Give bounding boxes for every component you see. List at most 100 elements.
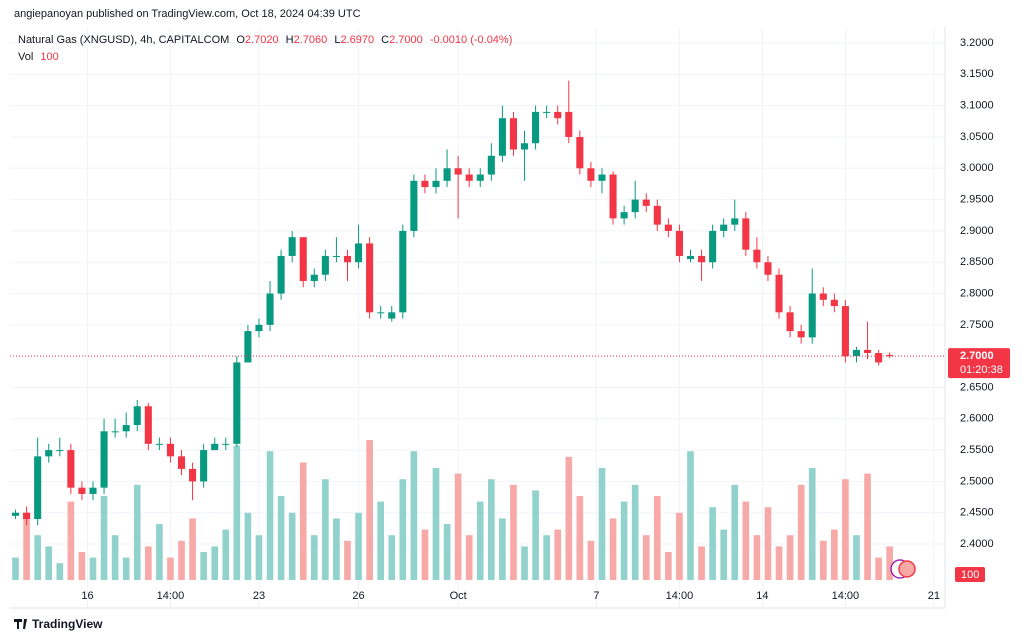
y-tick-label: 2.4500	[960, 507, 994, 519]
volume-bar	[144, 546, 152, 580]
candle-body	[421, 180, 429, 188]
volume-bar	[189, 518, 196, 580]
candle-body	[709, 230, 717, 263]
volume-bar	[178, 540, 185, 580]
volume-bar	[454, 473, 462, 580]
candle-body	[388, 312, 396, 319]
ohlc-value: 2.7060	[294, 34, 328, 46]
x-tick-label: 14:00	[832, 590, 860, 602]
ohlc-key: C	[381, 34, 389, 46]
y-tick-label: 3.0000	[960, 162, 994, 174]
candle-body	[686, 255, 695, 260]
ohlc-value: 2.7020	[245, 34, 279, 46]
candle-body	[532, 111, 540, 144]
candle-body	[78, 487, 86, 494]
candle-body	[753, 249, 761, 263]
volume-bar	[698, 546, 705, 580]
candle-body	[23, 512, 31, 519]
volume-bar	[310, 535, 318, 580]
volume-bar	[167, 557, 174, 580]
candle-body	[244, 331, 252, 363]
volume-bar	[410, 451, 418, 580]
volume-bar	[421, 529, 429, 580]
volume-bar	[23, 512, 30, 580]
volume-bar	[532, 490, 539, 580]
ohlc-value: 2.6970	[340, 34, 374, 46]
y-tick-label: 3.2000	[960, 37, 994, 49]
volume-bar	[808, 468, 816, 580]
volume-bar	[665, 552, 672, 580]
candle-body	[45, 450, 53, 457]
candle-body	[864, 349, 872, 354]
candle-body	[720, 224, 728, 231]
volume-bar	[255, 535, 263, 580]
volume-bar	[620, 501, 628, 580]
candle-body	[498, 118, 506, 156]
candle-body	[399, 230, 407, 313]
candle-body	[487, 155, 495, 175]
event-icon	[898, 560, 916, 578]
volume-bar	[222, 529, 230, 580]
volume-bar	[122, 557, 130, 580]
volume-bar	[388, 535, 396, 580]
candle-body	[642, 199, 650, 206]
y-tick-label: 3.1500	[960, 68, 994, 80]
brand: TradingView	[32, 617, 103, 631]
candle-body	[698, 255, 706, 263]
candle-body	[310, 274, 318, 282]
candle-body	[576, 136, 584, 169]
candle-body	[122, 425, 130, 432]
volume-bar	[12, 557, 19, 580]
volume-bar	[576, 496, 584, 580]
volume-bar	[200, 552, 207, 580]
volume-bar	[886, 546, 893, 580]
y-tick-label: 2.4000	[960, 538, 994, 550]
candle-body	[355, 243, 363, 263]
y-tick-label: 2.6000	[960, 413, 994, 425]
volume-bar	[399, 479, 407, 580]
volume-bar	[299, 462, 307, 580]
volume-bar	[831, 529, 838, 580]
volume-bar	[499, 518, 506, 580]
volume-bar	[156, 524, 163, 580]
candle-body	[288, 237, 296, 256]
volume-bar	[366, 440, 373, 580]
volume-bar	[333, 518, 340, 580]
x-tick-label: 16	[81, 590, 93, 602]
volume-bar	[842, 479, 849, 580]
candle-body	[410, 180, 418, 231]
candle-body	[875, 353, 883, 363]
ohlc-value: 2.7000	[389, 34, 423, 46]
y-tick-label: 3.1000	[960, 100, 994, 112]
candle-body	[377, 312, 385, 314]
candle-body	[189, 468, 197, 482]
x-tick-label: 21	[928, 590, 940, 602]
candle-body	[144, 406, 152, 444]
volume-bar	[488, 479, 495, 580]
candle-body	[133, 406, 141, 426]
candle-body	[321, 255, 329, 275]
volume-bar	[244, 512, 252, 580]
candle-body	[819, 293, 827, 300]
volume-bar	[786, 535, 794, 580]
volume-bar	[34, 535, 41, 580]
candle-body	[11, 512, 20, 516]
candle-body	[100, 431, 108, 488]
ohlc-key: O	[236, 34, 245, 46]
volume-bar	[89, 557, 97, 580]
candle-body	[620, 212, 628, 219]
volume-bar	[476, 501, 484, 580]
volume-bar	[797, 484, 805, 580]
candle-body	[543, 111, 551, 113]
volume-bar	[609, 518, 617, 580]
candle-body	[520, 143, 529, 150]
candle-body	[653, 205, 661, 225]
candle-body	[852, 349, 861, 357]
candle-body	[609, 174, 617, 219]
candle-body	[797, 331, 805, 338]
candle-body	[277, 255, 285, 294]
volume-bar	[288, 512, 296, 580]
volume-bar	[266, 451, 274, 580]
volume-bar	[864, 473, 871, 580]
